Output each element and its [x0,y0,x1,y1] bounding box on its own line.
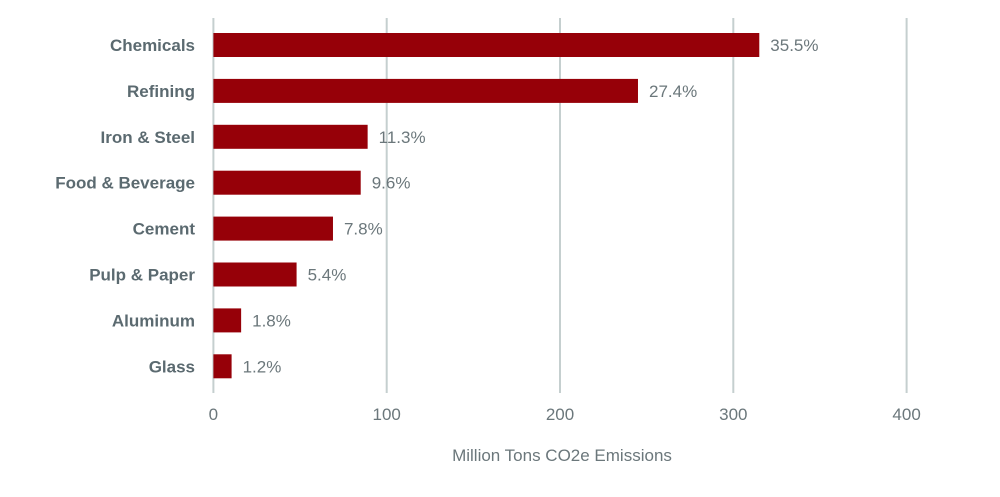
bar-iron-steel [213,124,368,149]
category-label: Aluminum [112,311,195,330]
bar-cement [213,216,333,241]
data-label: 7.8% [344,220,383,239]
category-label: Glass [149,357,195,376]
x-tick-label: 300 [719,405,747,424]
labels: 0 100 200 300 400 Chemicals 35.5% Refining 27.4%… [55,36,921,424]
category-label: Chemicals [110,36,195,55]
x-tick-label: 400 [892,405,920,424]
data-label: 35.5% [770,36,818,55]
category-label: Iron & Steel [101,128,195,147]
x-tick-label: 100 [373,405,401,424]
category-label: Pulp & Paper [89,266,195,285]
data-label: 5.4% [308,266,347,285]
x-axis-label: Million Tons CO2e Emissions [452,446,672,465]
data-label: 27.4% [649,82,697,101]
category-label: Refining [127,82,195,101]
data-label: 1.2% [243,357,282,376]
data-label: 9.6% [372,174,411,193]
bar-glass [213,354,232,379]
bar-chemicals [213,33,760,57]
bars [213,33,760,379]
x-tick-label: 200 [546,405,574,424]
category-label: Food & Beverage [55,174,195,193]
bar-food-beverage [213,170,361,195]
data-label: 1.8% [252,311,291,330]
category-label: Cement [133,220,196,239]
gridlines [212,18,908,393]
bar-pulp-paper [213,262,297,287]
bar-refining [213,78,638,103]
bar-aluminum [213,308,242,333]
x-tick-label: 0 [209,405,218,424]
data-label: 11.3% [379,128,426,147]
